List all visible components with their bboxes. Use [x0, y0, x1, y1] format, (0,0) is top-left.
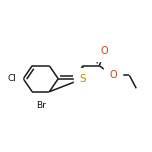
Text: O: O: [101, 46, 109, 56]
Text: S: S: [79, 74, 86, 84]
Text: O: O: [109, 70, 117, 80]
Text: Br: Br: [36, 101, 46, 110]
Text: Cl: Cl: [7, 74, 16, 83]
